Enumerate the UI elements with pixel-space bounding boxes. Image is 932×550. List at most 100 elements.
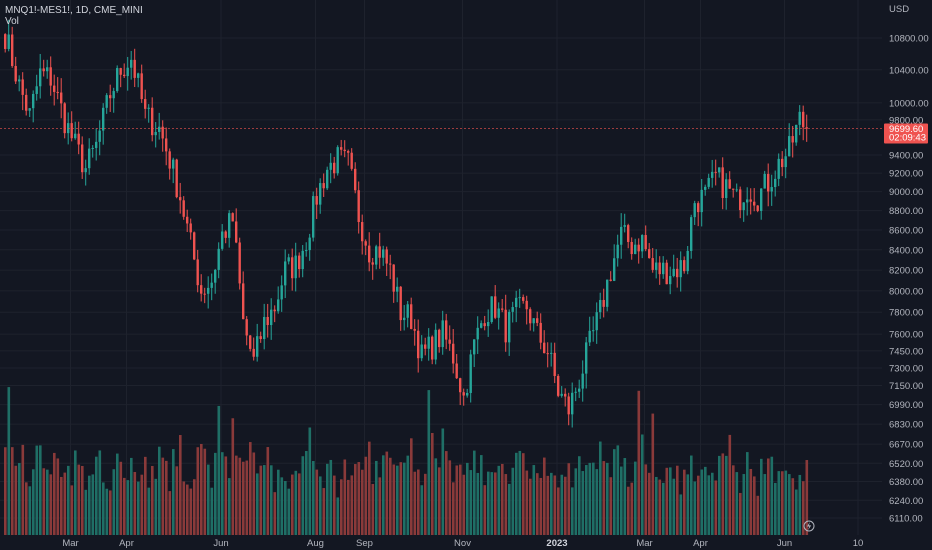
volume-bar <box>340 479 343 535</box>
candle-body <box>287 257 290 262</box>
price-tick-label: 6830.00 <box>889 420 923 431</box>
volume-bar <box>504 474 508 535</box>
candle-body <box>462 392 465 396</box>
volume-bar <box>529 478 532 535</box>
currency-label[interactable]: USD <box>889 4 909 15</box>
candle-body <box>133 59 136 78</box>
candle-body <box>651 258 654 270</box>
candle-body <box>361 222 364 242</box>
volume-bar <box>683 469 686 535</box>
candle-body <box>648 249 651 259</box>
candle-body <box>343 149 346 152</box>
time-tick-label: Apr <box>119 538 134 549</box>
volume-bar <box>728 434 732 535</box>
candle-body <box>312 196 315 238</box>
candle-body <box>112 91 115 99</box>
price-tick-label: 6380.00 <box>889 477 923 488</box>
volume-bar <box>571 487 574 535</box>
candle-body <box>21 79 24 95</box>
volume-bar <box>4 447 7 535</box>
volume-bar <box>448 460 452 535</box>
candle-body <box>784 156 787 168</box>
price-tick-label: 8200.00 <box>889 266 923 277</box>
volume-bar <box>126 480 130 535</box>
candle-body <box>238 242 241 284</box>
candle-body <box>77 133 80 145</box>
candle-body <box>641 235 644 252</box>
candle-body <box>130 59 133 68</box>
candle-body <box>270 309 273 326</box>
volume-bar <box>651 413 655 535</box>
volume-bar <box>385 451 389 535</box>
volume-bar <box>749 468 753 535</box>
candle-body <box>354 168 357 191</box>
volume-bar <box>634 461 637 535</box>
symbol-title[interactable]: MNQ1!-MES1!, 1D, CME_MINI <box>5 5 143 16</box>
candle-body <box>494 296 497 318</box>
lightning-icon[interactable] <box>803 520 815 532</box>
price-axis[interactable]: 10800.00 10400.00 10000.00 9800.00 9400.00 92… <box>889 34 929 525</box>
candle-body <box>399 286 402 321</box>
volume-bar <box>718 455 721 535</box>
volume-bar <box>557 487 560 535</box>
volume-bar <box>459 464 462 535</box>
candle-body <box>378 246 381 258</box>
price-tick-label: 6110.00 <box>889 514 923 525</box>
volume-bar <box>154 478 158 535</box>
volume-bar <box>207 464 210 535</box>
volume-bar <box>578 456 581 535</box>
volume-bar <box>494 472 497 535</box>
volume-indicator-label[interactable]: Vol <box>5 16 19 27</box>
candle-body <box>74 133 77 139</box>
candle-body <box>543 342 546 354</box>
volume-bar <box>32 469 35 535</box>
candle-body <box>742 202 745 211</box>
volume-bar <box>112 469 116 535</box>
time-axis[interactable]: Mar Apr Jun Aug Sep Nov 2023 Mar Apr Jun 10 <box>62 538 863 549</box>
volume-bar <box>515 452 518 535</box>
volume-bar <box>354 464 357 535</box>
volume-bar <box>11 447 14 535</box>
volume-bar <box>427 390 431 535</box>
candle-body <box>46 67 49 72</box>
volume-bar <box>784 470 788 535</box>
volume-bar <box>350 475 354 535</box>
volume-bar <box>147 487 151 535</box>
volume-bar <box>84 489 88 535</box>
candle-body <box>193 232 196 260</box>
candle-body <box>728 179 731 189</box>
volume-bar <box>270 465 273 535</box>
volume-bar <box>574 468 578 535</box>
volume-bar <box>42 468 46 535</box>
volume-bar <box>592 462 595 535</box>
candle-body <box>186 216 189 224</box>
candle-body <box>210 282 213 288</box>
volume-bar <box>662 482 665 535</box>
volume-bar <box>420 485 424 535</box>
candle-body <box>693 203 696 218</box>
candle-body <box>452 343 455 364</box>
volume-bar <box>273 492 277 535</box>
candle-body <box>508 311 511 343</box>
volume-bar <box>602 461 606 535</box>
candle-body <box>305 250 308 252</box>
candle-body <box>326 169 329 189</box>
candle-body <box>704 186 707 190</box>
candle-body <box>637 244 640 252</box>
price-tick-label: 9200.00 <box>889 169 923 180</box>
candle-body <box>707 177 710 187</box>
candle-body <box>770 187 773 192</box>
volume-bar <box>119 461 123 535</box>
volume-bar <box>553 475 557 535</box>
candle-body <box>424 344 427 349</box>
volume-bar <box>511 467 515 535</box>
volume-bar <box>742 474 746 535</box>
volume-bar <box>95 456 98 535</box>
volume-bar <box>315 469 319 535</box>
volume-bar <box>623 458 627 535</box>
volume-bar <box>368 441 371 535</box>
volume-bar <box>585 465 588 535</box>
volume-bar <box>396 465 399 535</box>
